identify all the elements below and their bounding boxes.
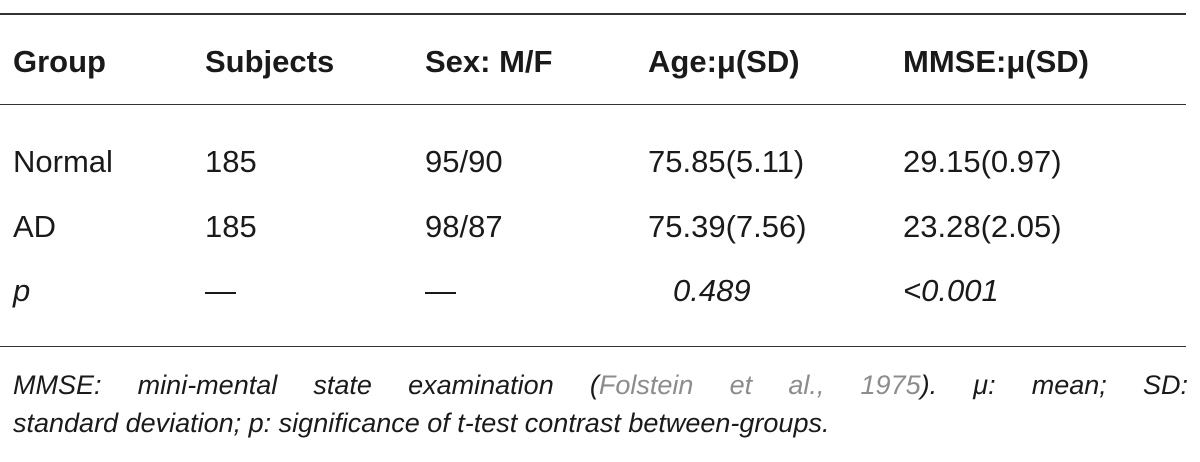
cell-sex: 95/90 bbox=[425, 144, 503, 179]
cell-mmse: 23.28(2.05) bbox=[903, 209, 1062, 244]
header-age: Age:μ(SD) bbox=[648, 44, 800, 79]
cell-group: AD bbox=[13, 209, 57, 244]
cell-age: 75.39(7.56) bbox=[648, 209, 807, 244]
caption-line-1: MMSE: mini-mental state examination (Fol… bbox=[13, 366, 1188, 404]
cell-subjects: 185 bbox=[205, 209, 257, 244]
cell-age: 0.489 bbox=[673, 273, 751, 308]
header-group: Group bbox=[13, 44, 106, 79]
cell-group: p bbox=[13, 273, 31, 308]
citation-link[interactable]: Folstein et al., 1975 bbox=[598, 370, 921, 400]
cell-subjects: 185 bbox=[205, 144, 257, 179]
caption-text: MMSE: mini-mental state examination ( bbox=[13, 370, 599, 400]
table-bottom-rule bbox=[0, 346, 1186, 347]
table-top-rule bbox=[0, 13, 1186, 15]
cell-mmse: <0.001 bbox=[903, 273, 999, 308]
header-sex: Sex: M/F bbox=[425, 44, 553, 79]
table-caption: MMSE: mini-mental state examination (Fol… bbox=[13, 366, 1188, 442]
cell-group: Normal bbox=[13, 144, 113, 179]
header-mmse: MMSE:μ(SD) bbox=[903, 44, 1089, 79]
cell-sex: 98/87 bbox=[425, 209, 503, 244]
cell-age: 75.85(5.11) bbox=[648, 144, 805, 179]
cell-sex: — bbox=[425, 273, 456, 308]
table-header-rule bbox=[0, 104, 1186, 105]
caption-text: ). μ: mean; SD: bbox=[920, 370, 1189, 400]
cell-mmse: 29.15(0.97) bbox=[903, 144, 1062, 179]
cell-subjects: — bbox=[205, 273, 236, 308]
header-subjects: Subjects bbox=[205, 44, 335, 79]
caption-line-2: standard deviation; p: significance of t… bbox=[13, 408, 830, 438]
